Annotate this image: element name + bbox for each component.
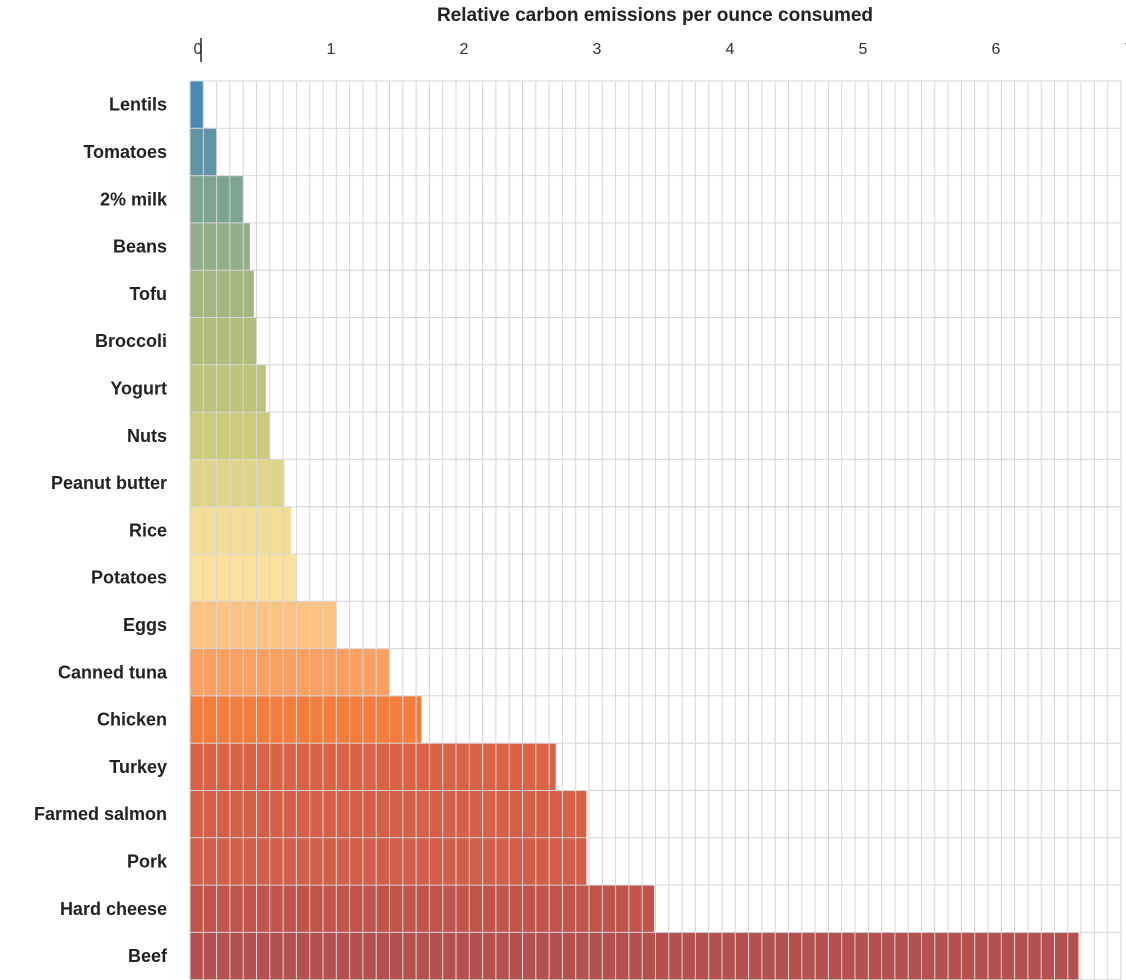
x-tick-label: 2 xyxy=(460,41,469,58)
bar-hard-cheese xyxy=(190,885,655,933)
x-tick-label: 4 xyxy=(726,41,735,58)
category-label: Tomatoes xyxy=(83,142,167,162)
category-label: Beef xyxy=(128,946,168,966)
x-tick-label: 6 xyxy=(992,41,1001,58)
bar-peanut-butter xyxy=(190,459,285,507)
bar-farmed-salmon xyxy=(190,790,587,838)
category-label: Hard cheese xyxy=(60,899,167,919)
bar-chicken xyxy=(190,695,422,744)
category-label: Pork xyxy=(127,851,168,871)
category-label: Lentils xyxy=(109,95,167,115)
bar-yogurt xyxy=(190,364,266,413)
grid-lines xyxy=(189,80,1122,980)
bar-canned-tuna xyxy=(190,648,390,696)
category-label: Broccoli xyxy=(95,331,167,351)
category-label: Canned tuna xyxy=(58,662,168,682)
category-label: Tofu xyxy=(129,284,167,304)
bar-broccoli xyxy=(190,317,257,365)
x-tick-label: 1 xyxy=(327,41,336,58)
x-tick-label: 0 xyxy=(194,41,203,58)
chart-title: Relative carbon emissions per ounce cons… xyxy=(437,5,873,26)
x-tick-label: 3 xyxy=(593,41,602,58)
bar-rice xyxy=(190,506,292,554)
category-label: Beans xyxy=(113,237,167,257)
category-label: 2% milk xyxy=(100,189,168,209)
bar-beans xyxy=(190,222,250,271)
bar-pork xyxy=(190,837,587,886)
category-label: Potatoes xyxy=(91,568,167,588)
x-axis-ticks: 0 1 2 3 4 5 6 7 xyxy=(194,41,1126,58)
bar-turkey xyxy=(190,743,556,791)
bar-eggs xyxy=(190,601,337,649)
x-tick-label: 7 xyxy=(1125,41,1126,58)
category-label: Eggs xyxy=(123,615,167,635)
category-label: Peanut butter xyxy=(51,473,167,493)
category-label: Nuts xyxy=(127,426,167,446)
bar-lentils xyxy=(190,81,204,129)
category-label: Yogurt xyxy=(110,378,167,398)
category-labels: Lentils Tomatoes 2% milk Beans Tofu Broccoli Y… xyxy=(34,95,168,966)
x-tick-label: 5 xyxy=(859,41,868,58)
category-label: Chicken xyxy=(97,710,167,730)
bar-beef xyxy=(190,932,1079,980)
category-label: Farmed salmon xyxy=(34,804,167,824)
category-label: Rice xyxy=(129,520,167,540)
bar-tofu xyxy=(190,270,254,318)
category-label: Turkey xyxy=(109,757,167,777)
